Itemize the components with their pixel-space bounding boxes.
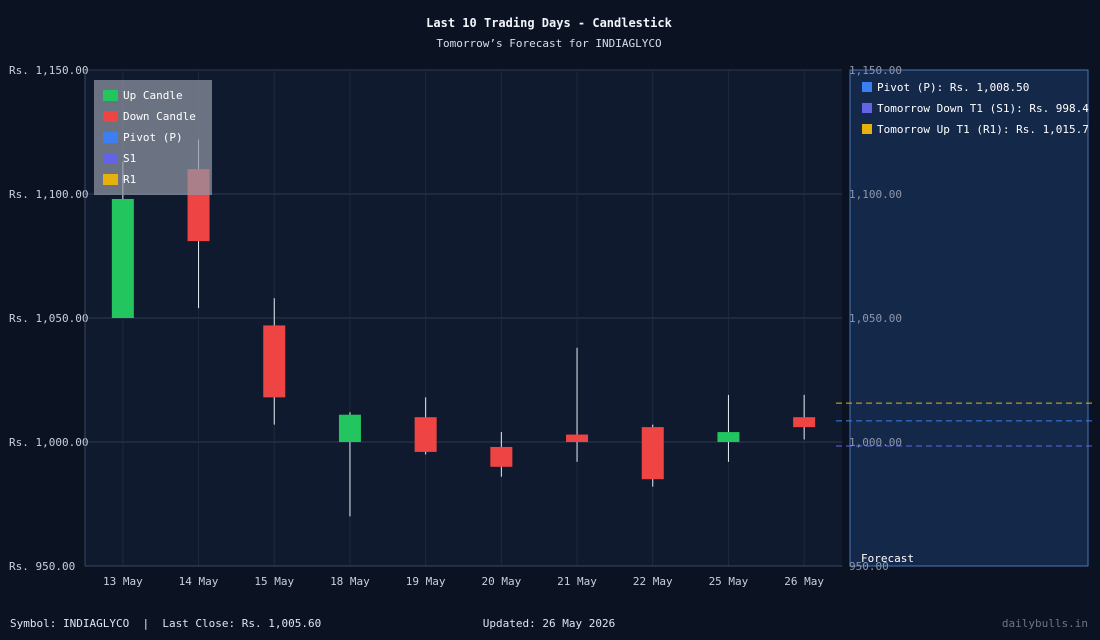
legend-swatch	[103, 90, 118, 101]
footer-updated: Updated: 26 May 2026	[483, 617, 615, 630]
forecast-level-label: Tomorrow Down T1 (S1): Rs. 998.4	[877, 102, 1089, 115]
grid-lines	[85, 69, 842, 567]
legend-label: S1	[123, 152, 136, 165]
y-tick-label-right: 1,150.00	[849, 64, 902, 77]
legend-swatch	[103, 111, 118, 122]
candles	[111, 139, 816, 517]
forecast-level-swatch	[862, 103, 872, 113]
x-tick-label: 21 May	[557, 575, 597, 588]
chart-title: Last 10 Trading Days - Candlestick	[426, 16, 672, 30]
y-tick-label: Rs. 1,000.00	[9, 436, 88, 449]
y-tick-label-right: 950.00	[849, 560, 889, 573]
legend: Up Candle Down Candle Pivot (P) S1 R1	[94, 80, 212, 195]
forecast-legend: Pivot (P): Rs. 1,008.50 Tomorrow Down T1 …	[862, 81, 1089, 136]
x-tick-label: 14 May	[179, 575, 219, 588]
x-tick-label: 25 May	[709, 575, 749, 588]
x-tick-label: 13 May	[103, 575, 143, 588]
up-candle-body	[717, 432, 740, 442]
chart-subtitle: Tomorrow’s Forecast for INDIAGLYCO	[436, 37, 661, 50]
legend-label: Down Candle	[123, 110, 196, 123]
x-tick-label: 15 May	[254, 575, 294, 588]
y-tick-label: Rs. 950.00	[9, 560, 75, 573]
legend-label: Pivot (P)	[123, 131, 183, 144]
x-tick-label: 26 May	[784, 575, 824, 588]
x-tick-label: 18 May	[330, 575, 370, 588]
legend-swatch	[103, 153, 118, 164]
y-tick-label-right: 1,050.00	[849, 312, 902, 325]
legend-swatch	[103, 174, 118, 185]
forecast-label: Forecast	[861, 552, 914, 565]
y-tick-label: Rs. 1,100.00	[9, 188, 88, 201]
down-candle-body	[566, 434, 589, 442]
x-tick-label: 22 May	[633, 575, 673, 588]
legend-label: Up Candle	[123, 89, 183, 102]
legend-label: R1	[123, 173, 136, 186]
forecast-panel	[849, 69, 1089, 567]
down-candle-body	[793, 417, 816, 428]
y-tick-label-right: 1,100.00	[849, 188, 902, 201]
down-candle-body	[263, 325, 286, 398]
y-tick-label: Rs. 1,050.00	[9, 312, 88, 325]
axes: Rs. 1,150.00 1,150.00 Rs. 1,100.00 1,100.00…	[9, 64, 902, 588]
level-lines	[836, 402, 1096, 447]
footer-brand: dailybulls.in	[1002, 617, 1088, 630]
down-candle-body	[490, 446, 513, 467]
footer-symbol: Symbol: INDIAGLYCO | Last Close: Rs. 1,0…	[10, 617, 321, 630]
forecast-level-swatch	[862, 82, 872, 92]
forecast-level-swatch	[862, 124, 872, 134]
y-tick-label-right: 1,000.00	[849, 436, 902, 449]
y-tick-label: Rs. 1,150.00	[9, 64, 88, 77]
forecast-level-label: Tomorrow Up T1 (R1): Rs. 1,015.7	[877, 123, 1089, 136]
forecast-level-label: Pivot (P): Rs. 1,008.50	[877, 81, 1029, 94]
legend-swatch	[103, 132, 118, 143]
up-candle-body	[338, 414, 361, 442]
up-candle-body	[111, 198, 134, 318]
x-tick-label: 19 May	[406, 575, 446, 588]
down-candle-body	[414, 417, 437, 452]
down-candle-body	[641, 427, 664, 480]
x-tick-label: 20 May	[481, 575, 521, 588]
